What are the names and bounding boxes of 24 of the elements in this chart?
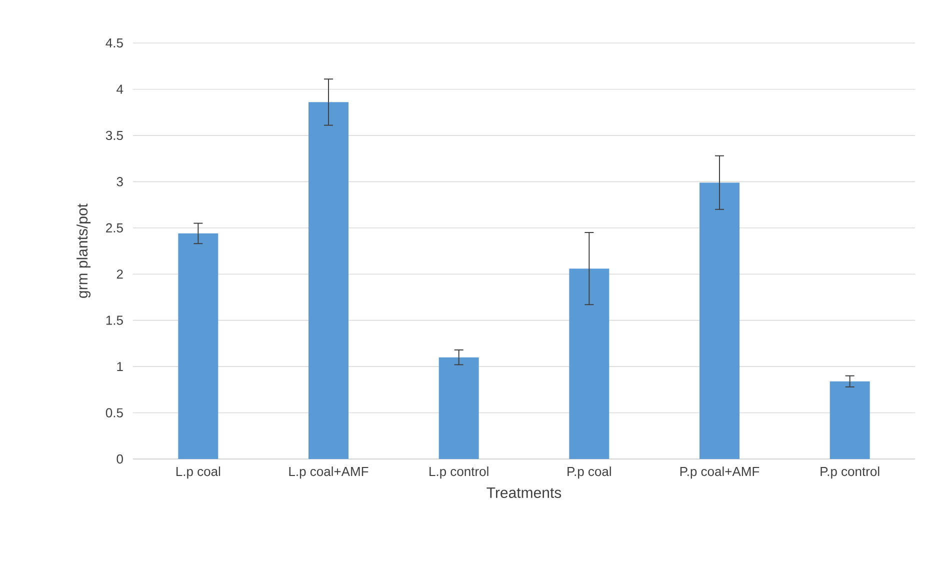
bar — [700, 182, 740, 459]
x-tick-label: P.p control — [820, 466, 880, 479]
y-tick-label: 4 — [116, 84, 124, 94]
y-tick-label: 2 — [116, 270, 123, 279]
x-tick-label: L.p coal — [176, 466, 220, 479]
x-tick-label: P.p coal — [568, 466, 611, 479]
y-tick-label: 2.5 — [106, 223, 123, 232]
y-tick-label: 4.5 — [106, 38, 123, 48]
x-axis-title: Treatments — [486, 488, 562, 498]
y-tick-label: 1 — [117, 362, 123, 372]
x-tick-label: P.p coal+AMF — [680, 466, 760, 479]
bar — [308, 102, 348, 459]
x-tick-label: L.p control — [430, 466, 488, 479]
y-tick-label: 0.5 — [106, 408, 123, 418]
y-tick-label: 3.5 — [106, 130, 123, 140]
bar — [178, 233, 218, 459]
y-tick-label: 1.5 — [106, 316, 123, 325]
bar — [830, 381, 870, 459]
y-tick-label: 3 — [116, 177, 123, 186]
y-axis-title: grm plants/pot — [76, 204, 91, 298]
bar — [438, 357, 479, 459]
bar — [569, 268, 610, 459]
x-tick-label: L.p coal+AMF — [289, 466, 368, 479]
y-tick-label: 0 — [116, 454, 123, 464]
